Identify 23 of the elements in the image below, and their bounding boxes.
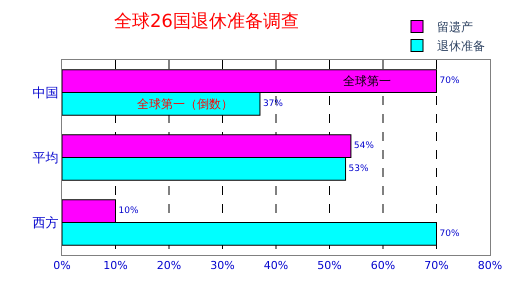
data-label: 10%: [118, 206, 139, 216]
y-tick-label: 平均: [32, 151, 58, 166]
x-tick-label: 20%: [156, 259, 182, 272]
y-tick-label: 西方: [32, 215, 58, 232]
y-tick-label: 中国: [32, 86, 58, 102]
x-tick-label: 0%: [53, 259, 71, 272]
x-tick-label: 70%: [424, 259, 449, 272]
legend-label: 退休准备: [437, 39, 485, 54]
x-tick-label: 80%: [478, 259, 502, 272]
data-label: 70%: [440, 228, 460, 239]
x-tick-label: 30%: [210, 259, 235, 272]
data-label: 70%: [440, 76, 460, 86]
data-label: 53%: [348, 164, 369, 174]
x-tick-label: 60%: [370, 259, 396, 272]
chart-title: 全球26国退休准备调查: [114, 11, 299, 32]
legend-label: 留遗产: [437, 20, 473, 34]
data-label: 54%: [354, 141, 374, 152]
x-tick-label: 50%: [317, 259, 342, 272]
annotation: 全球第一: [343, 74, 391, 88]
x-tick-label: 10%: [103, 259, 128, 272]
data-label: 37%: [262, 98, 284, 109]
annotation: 全球第一（倒数）: [137, 97, 233, 111]
x-tick-label: 40%: [264, 259, 288, 272]
